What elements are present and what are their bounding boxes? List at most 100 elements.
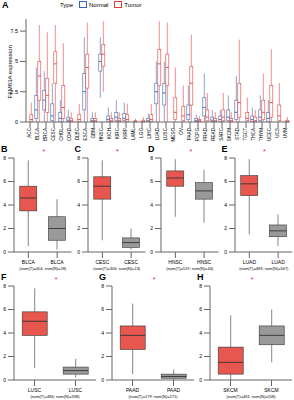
svg-text:*: * (109, 10, 111, 12)
svg-text:HNSC: HNSC (197, 259, 212, 265)
svg-text:2: 2 (150, 225, 153, 231)
svg-text:BLCA: BLCA (51, 259, 65, 265)
svg-text:KIRP: KIRP (123, 128, 128, 139)
svg-text:LUAD: LUAD (271, 259, 285, 265)
svg-text:0: 0 (224, 249, 227, 255)
svg-text:READ: READ (211, 127, 216, 140)
svg-text:2: 2 (199, 353, 202, 359)
svg-text:6: 6 (150, 178, 153, 184)
svg-text:(num(T)=486; num(N)=338): (num(T)=486; num(N)=338) (30, 394, 80, 399)
svg-text:6: 6 (77, 178, 80, 184)
svg-text:0: 0 (101, 377, 104, 383)
svg-text:LUAD: LUAD (242, 259, 256, 265)
svg-text:LIHC: LIHC (147, 127, 152, 138)
svg-text:UCS: UCS (275, 128, 280, 138)
svg-text:8: 8 (150, 155, 153, 161)
svg-text:4: 4 (150, 202, 153, 208)
svg-text:KIRC: KIRC (115, 127, 120, 139)
svg-text:***: *** (83, 10, 89, 12)
svg-text:2: 2 (77, 225, 80, 231)
svg-text:LUSC: LUSC (163, 127, 168, 140)
svg-text:HNSC: HNSC (168, 259, 183, 265)
svg-text:***: *** (43, 10, 49, 12)
svg-text:8: 8 (77, 155, 80, 161)
svg-text:BLCA: BLCA (35, 127, 40, 140)
svg-text:PAAD: PAAD (167, 387, 181, 393)
svg-text:7.5: 7.5 (10, 28, 18, 34)
svg-text:***: *** (267, 10, 273, 12)
svg-text:0: 0 (150, 249, 153, 255)
svg-text:(num(T)=519; num(N)=44): (num(T)=519; num(N)=44) (166, 266, 214, 271)
svg-text:SKCM: SKCM (223, 387, 237, 393)
svg-text:4: 4 (199, 330, 202, 336)
svg-text:SARC: SARC (219, 127, 224, 140)
html-text:A: A (2, 0, 9, 10)
svg-text:0: 0 (199, 377, 202, 383)
svg-text:2: 2 (101, 353, 104, 359)
svg-text:(num(T)=306; num(N)=13): (num(T)=306; num(N)=13) (93, 266, 141, 271)
svg-text:LAML: LAML (131, 128, 136, 140)
svg-text:6: 6 (199, 306, 202, 312)
svg-text:(num(T)=483; num(N)=347): (num(T)=483; num(N)=347) (239, 266, 286, 271)
svg-text:(num(T)=404; num(N)=28): (num(T)=404; num(N)=28) (19, 266, 67, 271)
svg-text:***: *** (115, 10, 121, 12)
svg-text:FAM83A expression: FAM83A expression (8, 45, 13, 98)
svg-text:***: *** (67, 10, 73, 12)
svg-text:CHOL: CHOL (59, 128, 64, 141)
svg-text:**: ** (236, 10, 240, 12)
svg-text:6: 6 (101, 306, 104, 312)
svg-text:8: 8 (199, 283, 202, 289)
svg-text:BRCA: BRCA (43, 127, 48, 141)
svg-text:PAAD: PAAD (126, 387, 140, 393)
svg-text:(num(T)=179; num(N)=171): (num(T)=179; num(N)=171) (128, 394, 178, 399)
svg-text:BLCA: BLCA (22, 259, 36, 265)
svg-text:SKCM: SKCM (227, 128, 232, 141)
svg-text:*: * (253, 10, 255, 12)
svg-text:PRAD: PRAD (203, 127, 208, 140)
svg-text:LUSC: LUSC (69, 387, 83, 393)
svg-text:(num(T)=461; num(N)=558): (num(T)=461; num(N)=558) (226, 394, 276, 399)
svg-text:THYM: THYM (259, 128, 264, 141)
svg-text:TGCT: TGCT (243, 128, 248, 141)
svg-text:CESC: CESC (95, 259, 109, 265)
svg-text:0: 0 (15, 119, 18, 125)
svg-text:***: *** (163, 10, 169, 12)
svg-text:KICH: KICH (107, 128, 112, 139)
svg-text:THCA: THCA (251, 127, 256, 140)
svg-text:***: *** (211, 10, 217, 12)
svg-text:8: 8 (101, 283, 104, 289)
svg-text:4: 4 (77, 202, 80, 208)
svg-text:**: ** (36, 10, 40, 12)
svg-text:4: 4 (224, 202, 227, 208)
svg-text:5: 5 (15, 58, 18, 64)
svg-text:***: *** (99, 10, 105, 12)
svg-text:*: * (53, 10, 55, 12)
svg-text:DLBC: DLBC (75, 127, 80, 140)
svg-text:2: 2 (224, 225, 227, 231)
svg-text:STAD: STAD (235, 127, 240, 140)
svg-text:CESC: CESC (51, 127, 56, 140)
svg-text:SKCM: SKCM (264, 387, 278, 393)
svg-text:***: *** (203, 10, 209, 12)
svg-text:MESO: MESO (171, 128, 176, 142)
svg-text:0: 0 (77, 249, 80, 255)
svg-text:UCEC: UCEC (267, 127, 272, 141)
svg-text:HNSC: HNSC (99, 127, 104, 141)
svg-text:CESC: CESC (124, 259, 138, 265)
svg-text:***: *** (155, 10, 161, 12)
svg-text:6: 6 (224, 178, 227, 184)
svg-text:ESCA: ESCA (83, 127, 88, 140)
svg-text:LUSC: LUSC (28, 387, 42, 393)
svg-text:GBM: GBM (91, 128, 96, 139)
svg-text:LGG: LGG (139, 128, 144, 138)
svg-text:4: 4 (101, 330, 104, 336)
svg-text:OV: OV (179, 127, 184, 135)
svg-text:ACC: ACC (27, 127, 32, 137)
svg-text:PAAD: PAAD (187, 127, 192, 140)
svg-text:PCPG: PCPG (195, 128, 200, 141)
svg-text:LUAD: LUAD (155, 127, 160, 140)
svg-text:COAD: COAD (67, 127, 72, 141)
svg-text:UVM: UVM (283, 128, 286, 138)
svg-text:8: 8 (224, 155, 227, 161)
svg-text:**: ** (188, 10, 192, 12)
